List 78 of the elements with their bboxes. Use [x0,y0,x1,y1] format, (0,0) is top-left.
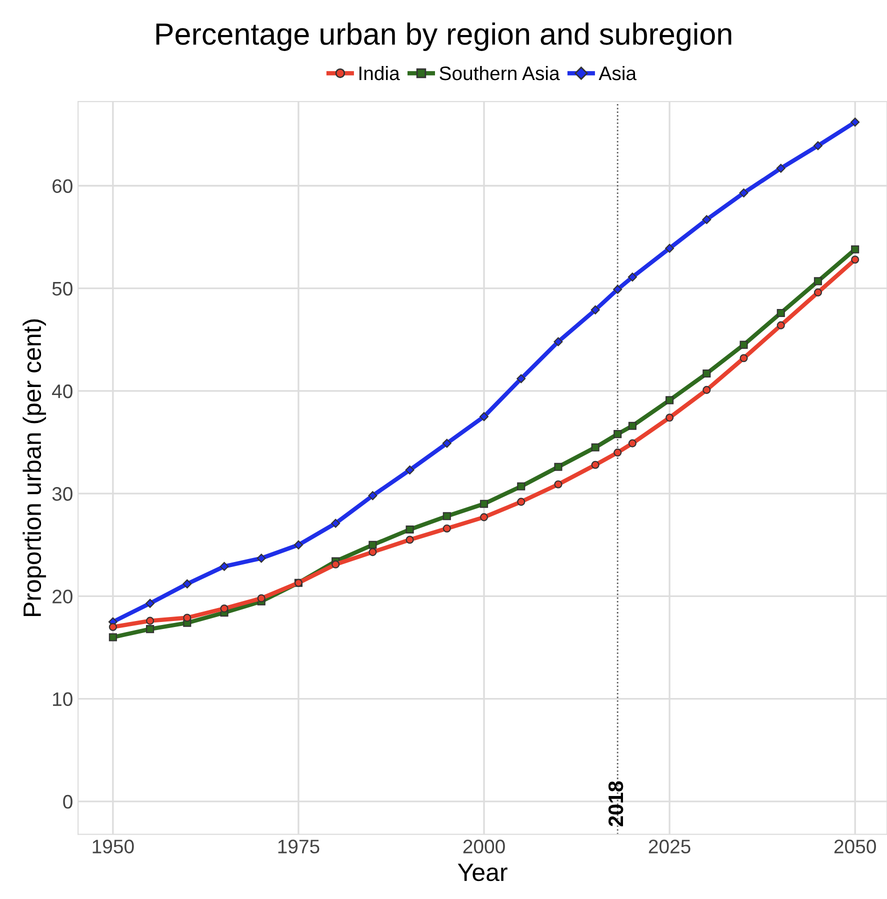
point [666,414,674,422]
point [368,540,377,549]
point [776,308,785,318]
point [480,513,488,522]
point [256,554,266,563]
y-tick-label: 20 [52,590,72,604]
y-axis-title: Proportion urban (per cent) [22,319,46,616]
point [406,525,414,534]
x-tick-label: 1950 [92,840,134,854]
ref-line-label: 2018 [608,781,624,826]
point [368,548,377,556]
point [257,594,266,602]
point [590,305,600,314]
x-axis-title: Year [458,864,508,882]
x-tick-label: 2000 [463,840,505,854]
point [739,188,748,198]
point [442,512,451,520]
point [108,622,117,632]
point [220,604,228,613]
point [405,466,414,474]
point [813,141,822,150]
y-tick-label: 50 [52,282,72,296]
point [776,164,786,173]
y-tick-label: 40 [52,384,72,398]
point [368,491,378,500]
point [702,369,711,378]
point [614,448,622,457]
point [740,340,748,349]
point [517,482,526,490]
point [665,244,674,253]
point [442,524,451,532]
point [776,321,785,330]
point [554,337,563,346]
point [331,518,340,528]
point [332,560,340,568]
x-tick-label: 1975 [278,840,320,854]
point [614,430,622,438]
x-tick-label: 2050 [834,840,876,854]
point [516,374,526,384]
point [628,272,637,282]
point [850,118,860,127]
point [294,540,303,550]
point [220,562,229,571]
point [613,284,622,294]
point [183,614,192,622]
y-tick-label: 30 [52,487,72,501]
x-tick-label: 2025 [648,840,690,854]
point [442,438,452,448]
legend-label: Southern Asia [440,66,560,80]
legend-label: India [359,66,400,80]
point [406,536,414,544]
point [146,616,154,625]
point [814,288,822,296]
y-tick-label: 0 [63,794,72,809]
point [591,460,600,469]
point [628,439,636,448]
point [182,579,192,588]
chart-title: Percentage urban by region and subregion [156,22,732,51]
point [702,215,712,224]
point [146,598,155,608]
point [851,245,860,254]
point [480,500,488,508]
point [554,480,562,488]
point [146,625,154,634]
point [591,443,600,452]
point [814,277,822,286]
y-tick-label: 60 [52,179,72,193]
y-tick-label: 10 [53,692,72,706]
legend-label: Asia [598,66,637,80]
point [628,422,636,430]
point [554,462,562,471]
point [740,354,748,362]
point [851,256,860,264]
point [108,633,117,642]
point [666,396,674,404]
point [702,386,711,394]
point [480,412,488,422]
point [517,498,526,506]
